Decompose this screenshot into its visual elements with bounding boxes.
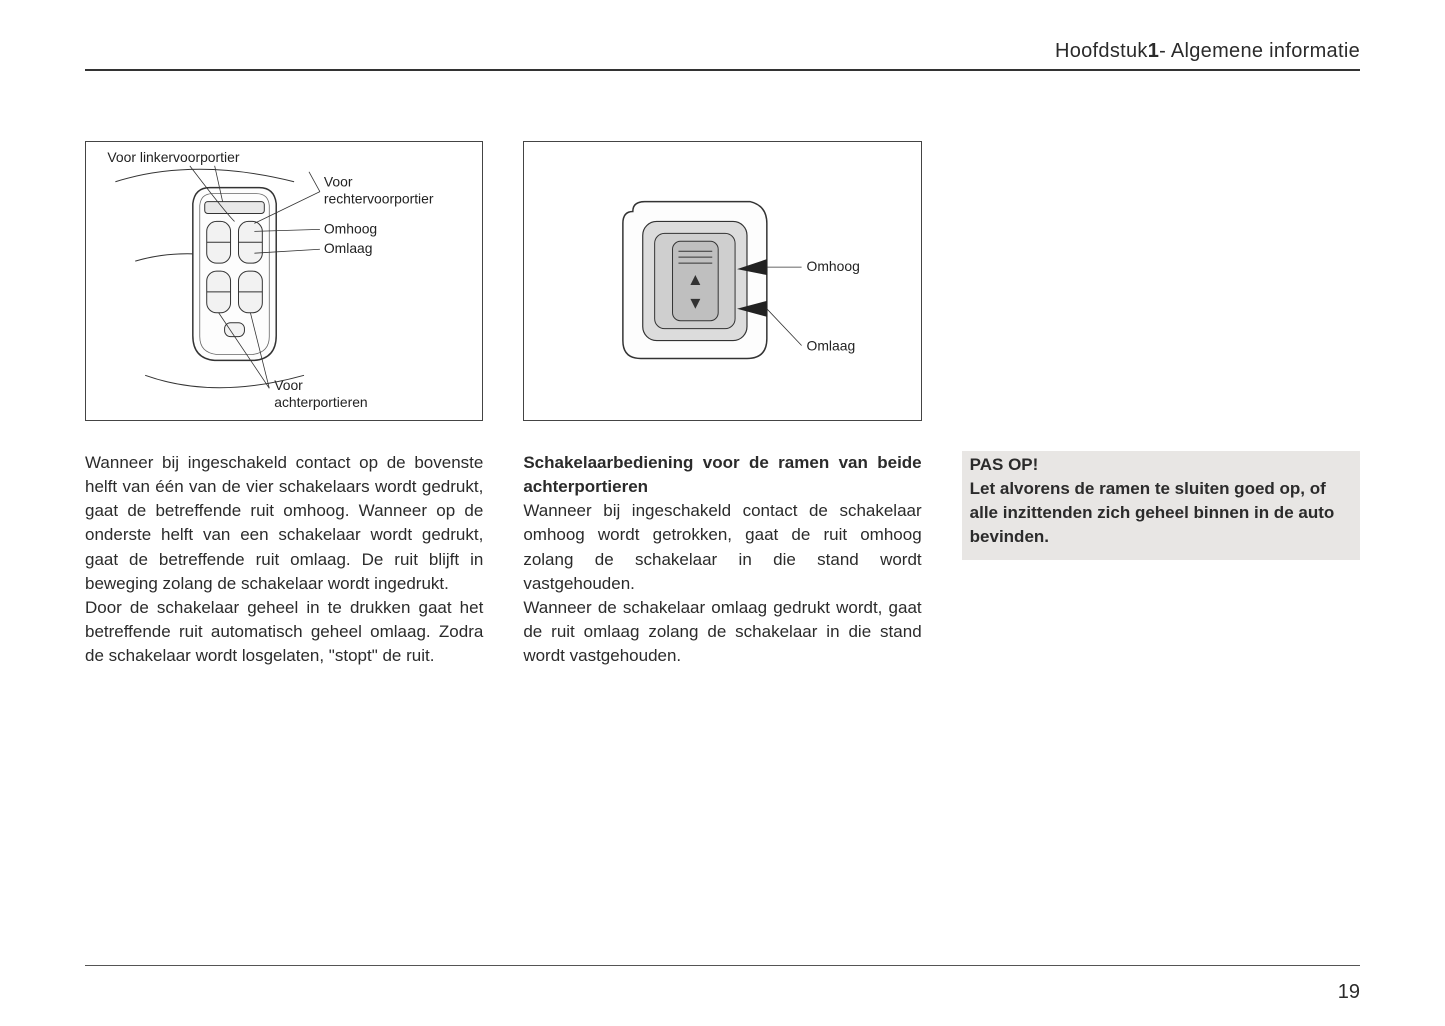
col2-paragraph-2: Wanneer de schakelaar omlaag gedrukt wor… — [523, 596, 921, 668]
warning-box: PAS OP! Let alvorens de ramen te sluiten… — [962, 451, 1360, 560]
figure-rear-door-switch: Omhoog Omlaag — [523, 141, 921, 421]
column-1: Wanneer bij ingeschakeld contact op de b… — [85, 451, 483, 668]
fig1-label-up: Omhoog — [324, 220, 377, 236]
page-number: 19 — [1338, 981, 1360, 1004]
rocker-switch — [238, 271, 262, 313]
fig1-label-bottom2: achterportieren — [274, 394, 367, 410]
figure-row: Voor linkervoorportier Voor rechtervoorp… — [85, 141, 1360, 421]
fig1-label-down: Omlaag — [324, 240, 373, 256]
col1-paragraph-2: Door de schakelaar geheel in te drukken … — [85, 596, 483, 668]
fig2-label-up: Omhoog — [807, 258, 860, 274]
col2-paragraph-1: Wanneer bij ingeschakeld contact de scha… — [523, 499, 921, 596]
fig1-label-topleft: Voor linkervoorportier — [107, 149, 239, 165]
page: Hoofdstuk 1 - Algemene informatie Voor l… — [0, 0, 1445, 1026]
warning-body: Let alvorens de ramen te sluiten goed op… — [970, 477, 1352, 549]
page-header: Hoofdstuk 1 - Algemene informatie — [85, 40, 1360, 63]
col2-heading: Schakelaarbediening voor de ramen van be… — [523, 453, 921, 496]
rocker-switch — [207, 271, 231, 313]
fig1-label-right1a: Voor — [324, 174, 353, 190]
header-suffix: - Algemene informatie — [1159, 40, 1360, 63]
column-2: Schakelaarbediening voor de ramen van be… — [523, 451, 921, 668]
rear-switch-icon: Omhoog Omlaag — [524, 142, 920, 420]
text-columns: Wanneer bij ingeschakeld contact op de b… — [85, 451, 1360, 668]
header-prefix: Hoofdstuk — [1055, 40, 1148, 63]
figure-driver-door-switches: Voor linkervoorportier Voor rechtervoorp… — [85, 141, 483, 421]
fig1-label-right1b: rechtervoorportier — [324, 191, 434, 207]
header-chapter-number: 1 — [1148, 40, 1159, 63]
col1-paragraph-1: Wanneer bij ingeschakeld contact op de b… — [85, 451, 483, 596]
rocker-switch — [238, 221, 262, 263]
figure-placeholder — [962, 141, 1360, 421]
header-rule — [85, 69, 1360, 71]
fig2-label-down: Omlaag — [807, 338, 856, 354]
driver-switch-panel-icon: Voor linkervoorportier Voor rechtervoorp… — [86, 142, 482, 420]
warning-title: PAS OP! — [970, 453, 1352, 477]
footer-rule — [85, 965, 1360, 966]
rocker-switch — [207, 221, 231, 263]
column-3: PAS OP! Let alvorens de ramen te sluiten… — [962, 451, 1360, 668]
